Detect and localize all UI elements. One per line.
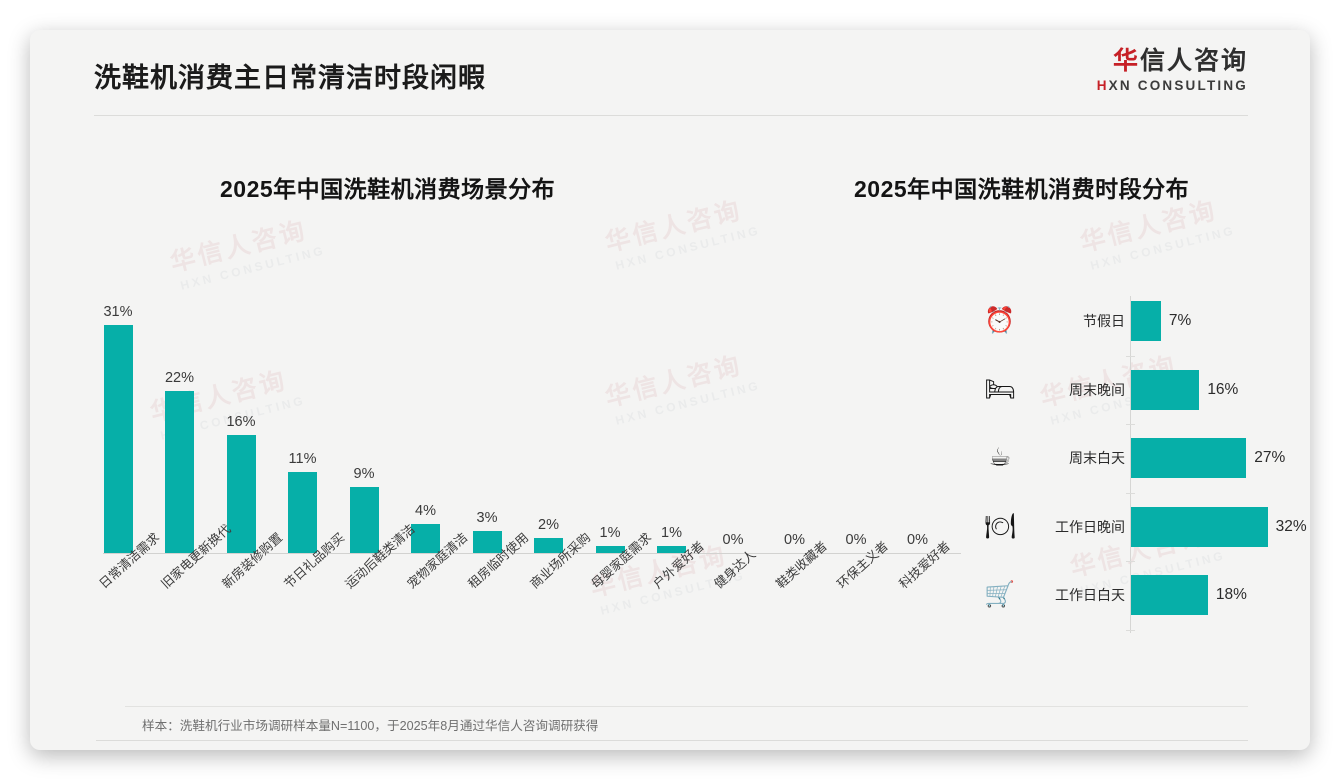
logo-en-red: H (1096, 78, 1109, 93)
column-value-label: 4% (415, 502, 436, 519)
timeslot-bar[interactable] (1131, 301, 1161, 341)
timeslot-label: 工作日白天 (1055, 587, 1125, 603)
timeslot-row[interactable]: ☕ 周末白天 27% (975, 432, 1295, 484)
axis-tick (1126, 355, 1135, 357)
timeslot-label: 节假日 (1083, 313, 1125, 329)
watermark-en: HXN CONSULTING (1088, 223, 1238, 273)
timeslot-value-label: 16% (1207, 380, 1239, 398)
timeslot-row[interactable]: 🛏 周末晚间 16% (975, 364, 1295, 416)
timeslot-row[interactable]: 🍽 工作日晚间 32% (975, 501, 1307, 553)
column-bar[interactable] (165, 391, 194, 553)
scenario-column[interactable]: 3% (457, 510, 517, 553)
column-bar[interactable] (349, 486, 379, 553)
column-value-label: 3% (476, 509, 498, 526)
brand-logo: 华信人咨询 HXN CONSULTING (1097, 47, 1248, 93)
copyright-text: ©2025.10 HXR华信人咨询 (96, 748, 244, 750)
column-bar[interactable] (472, 530, 502, 553)
y-axis-line (1130, 296, 1131, 633)
axis-tick (1126, 561, 1135, 562)
page-title: 洗鞋机消费主日常清洁时段闲暇 (94, 63, 486, 93)
column-value-label: 1% (661, 524, 682, 541)
timeslot-value-label: 18% (1215, 586, 1247, 603)
timeslot-value-label: 32% (1275, 517, 1307, 535)
timeslot-bar[interactable] (1131, 369, 1200, 410)
timeslot-bar[interactable] (1131, 438, 1247, 478)
scenario-column[interactable]: 22% (150, 370, 210, 553)
timeslot-label: 工作日晚间 (1055, 518, 1125, 535)
axis-tick (1126, 629, 1135, 631)
alarm-clock-icon: ⏰ (984, 306, 1016, 335)
scenario-column[interactable]: 0% (826, 532, 886, 553)
column-bar[interactable] (595, 545, 625, 553)
column-value-label: 0% (722, 532, 744, 548)
sample-note: 样本：洗鞋机行业市场调研样本量N=1100，于2025年8月通过华信人咨询调研获… (142, 719, 599, 733)
logo-cn-red: 华 (1112, 47, 1140, 75)
scenario-column[interactable]: 4% (396, 503, 456, 553)
timeslot-distribution-chart: ⏰ 节假日 7% 🛏 周末晚间 16% ☕ 周末白天 27% 🍽 工作日晚间 32% 🛒 工作日白天 18% (975, 292, 1307, 637)
logo-en-rest: XN CONSULTING (1108, 78, 1248, 93)
scenario-column[interactable]: 0% (703, 532, 763, 553)
website-url[interactable]: www.hxrcon.com (1157, 749, 1248, 750)
scenario-column[interactable]: 1% (580, 525, 640, 553)
note-divider (125, 706, 1248, 707)
column-value-label: 9% (353, 465, 375, 482)
column-value-label: 22% (164, 370, 195, 387)
timeslot-row[interactable]: ⏰ 节假日 7% (975, 295, 1295, 347)
slide-card: 华信人咨询 HXN CONSULTING 华信人咨询 HXN CONSULTIN… (30, 30, 1310, 750)
dining-plate-icon: 🍽 (984, 512, 1016, 540)
bed-icon: 🛏 (984, 375, 1016, 403)
scenario-column[interactable]: 31% (88, 304, 148, 553)
logo-chinese: 华信人咨询 (1097, 47, 1248, 75)
scenario-column[interactable]: 2% (519, 517, 579, 553)
timeslot-label: 周末晚间 (1069, 381, 1125, 398)
column-value-label: 0% (784, 532, 805, 548)
axis-tick (1126, 424, 1135, 425)
scenario-category-labels: 日常清洁需求 旧家电更新换代 新房装修购置 节日礼品购买 运动后鞋类清洁 宠物家庭清洁 租房… (80, 522, 970, 688)
watermark-cn: 华信人咨询 (602, 196, 746, 258)
timeslot-bar[interactable] (1131, 506, 1268, 547)
scenario-column[interactable]: 9% (334, 466, 394, 553)
column-value-label: 1% (599, 524, 621, 541)
logo-english: HXN CONSULTING (1097, 78, 1248, 93)
scenario-column[interactable]: 16% (211, 414, 271, 553)
column-bar[interactable] (534, 538, 563, 553)
header: 洗鞋机消费主日常清洁时段闲暇 华信人咨询 HXN CONSULTING (30, 30, 1310, 120)
axis-tick (1126, 492, 1135, 494)
logo-cn-rest: 信人咨询 (1139, 47, 1248, 75)
scenario-distribution-chart: 31% 22% 16% 11% 9% 4% 3% 2% 1% 1% 0% 0% 0% 0% (80, 265, 970, 565)
right-chart-title: 2025年中国洗鞋机消费时段分布 (854, 176, 1190, 202)
coffee-mug-icon: ☕ (988, 443, 1012, 472)
column-bar[interactable] (288, 472, 317, 553)
watermark: 华信人咨询 HXN CONSULTING (601, 187, 762, 274)
timeslot-bar[interactable] (1131, 575, 1208, 615)
column-bar[interactable] (657, 545, 686, 553)
column-value-label: 0% (845, 532, 867, 548)
timeslot-value-label: 27% (1254, 449, 1286, 466)
footer-divider (96, 740, 1248, 741)
column-value-label: 31% (103, 304, 133, 321)
x-axis-line (103, 553, 961, 554)
column-value-label: 0% (907, 532, 928, 548)
timeslot-value-label: 7% (1168, 312, 1192, 329)
left-chart-title: 2025年中国洗鞋机消费场景分布 (220, 176, 556, 202)
scenario-column[interactable]: 1% (642, 525, 702, 553)
shopping-cart-icon: 🛒 (984, 580, 1016, 609)
scenario-column[interactable]: 11% (273, 451, 333, 553)
timeslot-label: 周末白天 (1069, 450, 1125, 466)
column-value-label: 16% (226, 414, 256, 431)
column-bar[interactable] (103, 325, 133, 553)
column-value-label: 2% (538, 517, 559, 534)
column-value-label: 11% (288, 451, 317, 468)
header-divider (94, 115, 1248, 116)
column-bar[interactable] (226, 435, 256, 553)
timeslot-row[interactable]: 🛒 工作日白天 18% (975, 569, 1295, 621)
scenario-column[interactable]: 0% (888, 532, 948, 553)
scenario-column[interactable]: 0% (765, 532, 825, 553)
column-bar[interactable] (411, 523, 440, 553)
